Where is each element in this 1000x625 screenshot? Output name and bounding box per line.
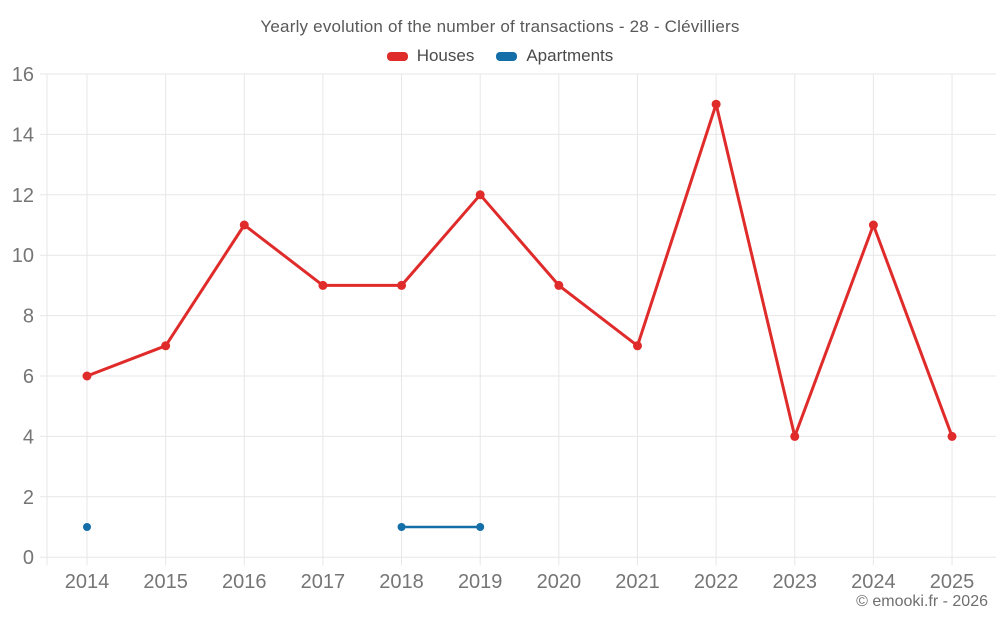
houses-line-segment [793,223,875,438]
houses-line-segment [714,102,797,438]
legend-label-apartments: Apartments [526,46,614,65]
x-axis-tick-label: 2025 [930,571,975,593]
legend-label-houses: Houses [416,46,475,65]
houses-data-point[interactable] [397,280,407,290]
y-axis-tick-label: 14 [12,124,34,146]
houses-data-point[interactable] [554,280,564,290]
houses-data-point[interactable] [161,341,171,351]
y-axis-tick-label: 6 [23,366,34,388]
x-axis-tick-label: 2021 [615,571,660,593]
x-axis-tick-label: 2022 [694,571,739,593]
y-axis-tick-label: 4 [23,426,34,448]
x-axis-tick-label: 2023 [773,571,818,593]
y-axis-tick-label: 12 [12,185,34,207]
chart-title: Yearly evolution of the number of transa… [260,17,740,36]
apartments-data-point[interactable] [476,523,485,531]
houses-data-point[interactable] [318,280,328,290]
legend-item-houses[interactable]: Houses [386,46,475,66]
x-axis-tick-label: 2014 [65,571,110,593]
y-axis-tick-label: 8 [23,306,34,328]
y-axis-tick-label: 0 [23,547,34,569]
x-axis-tick-label: 2016 [222,571,267,593]
houses-data-point[interactable] [82,371,92,381]
y-axis-tick-label: 10 [12,245,34,267]
x-axis-tick-label: 2015 [143,571,188,593]
houses-line-segment [400,193,482,287]
chart-legend: Houses Apartments [0,46,1000,66]
houses-data-point[interactable] [790,431,800,441]
x-axis-tick-label: 2024 [851,571,896,593]
x-axis-tick-label: 2017 [301,571,346,593]
houses-data-point[interactable] [475,190,485,200]
apartments-legend-swatch-icon [496,51,518,61]
houses-data-point[interactable] [947,431,957,441]
houses-line-segment [871,223,954,438]
houses-line-segment [635,102,718,348]
houses-line-segment [478,193,561,287]
houses-line-segment [557,283,639,348]
legend-item-apartments[interactable]: Apartments [496,46,613,66]
x-axis-tick-label: 2020 [537,571,582,593]
houses-line-segment [85,344,168,378]
houses-data-point[interactable] [868,220,878,230]
houses-line-segment [242,223,325,287]
houses-data-point[interactable] [711,99,721,109]
copyright-text: © emooki.fr - 2026 [856,593,988,610]
x-axis-tick-label: 2019 [458,571,503,593]
houses-data-point[interactable] [632,341,642,351]
x-axis-tick-label: 2018 [379,571,424,593]
apartments-data-point[interactable] [83,523,91,531]
houses-data-point[interactable] [239,220,249,230]
y-axis-tick-label: 2 [23,487,34,509]
houses-legend-swatch-icon [386,51,408,61]
apartments-data-point[interactable] [397,523,406,531]
houses-line-segment [164,223,246,348]
y-axis-tick-label: 16 [12,64,34,86]
